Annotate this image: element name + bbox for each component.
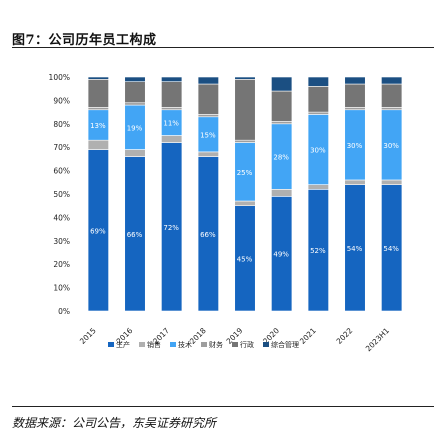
data-label: 30% bbox=[310, 147, 326, 155]
legend-swatch bbox=[263, 342, 269, 347]
bar-segment bbox=[307, 86, 329, 113]
bar-segment bbox=[124, 76, 146, 82]
bar-segment bbox=[124, 149, 146, 157]
source-note: 数据来源：公司公告，东吴证券研究所 bbox=[12, 416, 217, 430]
x-tick-label: 2022 bbox=[335, 326, 355, 346]
bar-segment bbox=[234, 79, 256, 141]
bar-segment bbox=[161, 81, 183, 108]
legend-swatch bbox=[108, 342, 114, 347]
bar-segment bbox=[197, 76, 219, 85]
bar-segment bbox=[234, 76, 256, 80]
bar-segment bbox=[197, 114, 219, 118]
legend-label: 生产 bbox=[116, 340, 130, 349]
y-tick-label: 60% bbox=[53, 167, 70, 176]
bar-segment bbox=[271, 189, 293, 197]
figure-title: 图7：公司历年员工构成 bbox=[12, 33, 157, 48]
source-rule bbox=[12, 406, 434, 407]
bar-segment bbox=[197, 83, 219, 115]
bar-segment bbox=[344, 179, 366, 185]
data-label: 28% bbox=[273, 154, 289, 162]
y-tick-label: 30% bbox=[53, 237, 70, 246]
x-tick-label: 2021 bbox=[298, 326, 318, 346]
x-tick-label: 2015 bbox=[78, 326, 98, 346]
bar-segment bbox=[344, 76, 366, 85]
data-label: 49% bbox=[273, 251, 289, 259]
bar-segment bbox=[344, 83, 366, 108]
bar-segment bbox=[271, 90, 293, 122]
data-label: 54% bbox=[347, 245, 363, 253]
y-tick-label: 10% bbox=[53, 284, 70, 293]
data-label: 69% bbox=[90, 227, 106, 235]
bar-segment bbox=[307, 111, 329, 115]
legend-swatch bbox=[201, 342, 207, 347]
bar-segment bbox=[161, 135, 183, 143]
data-label: 15% bbox=[200, 131, 216, 139]
bar-segment bbox=[87, 107, 109, 111]
legend-swatch bbox=[232, 342, 238, 347]
legend-label: 技术 bbox=[178, 340, 192, 349]
bar-segment bbox=[381, 179, 403, 185]
legend-label: 销售 bbox=[147, 340, 161, 349]
legend-swatch bbox=[170, 342, 176, 347]
data-label: 19% bbox=[127, 124, 143, 132]
bar-segment bbox=[381, 76, 403, 85]
y-tick-label: 50% bbox=[53, 190, 70, 199]
y-tick-label: 100% bbox=[49, 73, 70, 82]
bar-segment bbox=[161, 76, 183, 82]
legend-label: 综合管理 bbox=[271, 340, 299, 349]
title-rule bbox=[12, 47, 434, 48]
y-tick-label: 70% bbox=[53, 143, 70, 152]
legend-swatch bbox=[139, 342, 145, 347]
data-label: 45% bbox=[237, 255, 253, 263]
data-label: 72% bbox=[163, 224, 179, 232]
data-label: 11% bbox=[163, 120, 179, 128]
bar-segment bbox=[161, 107, 183, 111]
bar-segment bbox=[234, 200, 256, 207]
bar-segment bbox=[381, 107, 403, 111]
y-tick-label: 90% bbox=[53, 96, 70, 105]
data-label: 30% bbox=[383, 142, 399, 150]
y-tick-label: 40% bbox=[53, 213, 70, 222]
data-label: 30% bbox=[347, 142, 363, 150]
bar-segment bbox=[87, 79, 109, 108]
y-tick-label: 80% bbox=[53, 120, 70, 129]
bar-segment bbox=[234, 139, 256, 143]
bar-segment bbox=[381, 83, 403, 108]
bar-segment bbox=[124, 81, 146, 104]
bar-segment bbox=[344, 107, 366, 111]
bar-segment bbox=[124, 102, 146, 106]
bar-segment bbox=[271, 121, 293, 125]
y-tick-label: 20% bbox=[53, 260, 70, 269]
y-tick-label: 0% bbox=[58, 307, 70, 316]
bar-segment bbox=[87, 139, 109, 150]
bar-segment bbox=[307, 76, 329, 87]
bar-segment bbox=[87, 76, 109, 80]
x-tick-label: 2023H1 bbox=[364, 326, 391, 353]
bar-segment bbox=[307, 184, 329, 190]
data-label: 13% bbox=[90, 122, 106, 130]
legend-label: 行政 bbox=[240, 340, 254, 349]
bar-segment bbox=[271, 76, 293, 92]
data-label: 66% bbox=[127, 231, 143, 239]
data-label: 66% bbox=[200, 231, 216, 239]
bar-segment bbox=[197, 151, 219, 157]
legend-label: 财务 bbox=[209, 340, 223, 349]
data-label: 52% bbox=[310, 247, 326, 255]
data-label: 25% bbox=[237, 169, 253, 177]
data-label: 54% bbox=[383, 245, 399, 253]
